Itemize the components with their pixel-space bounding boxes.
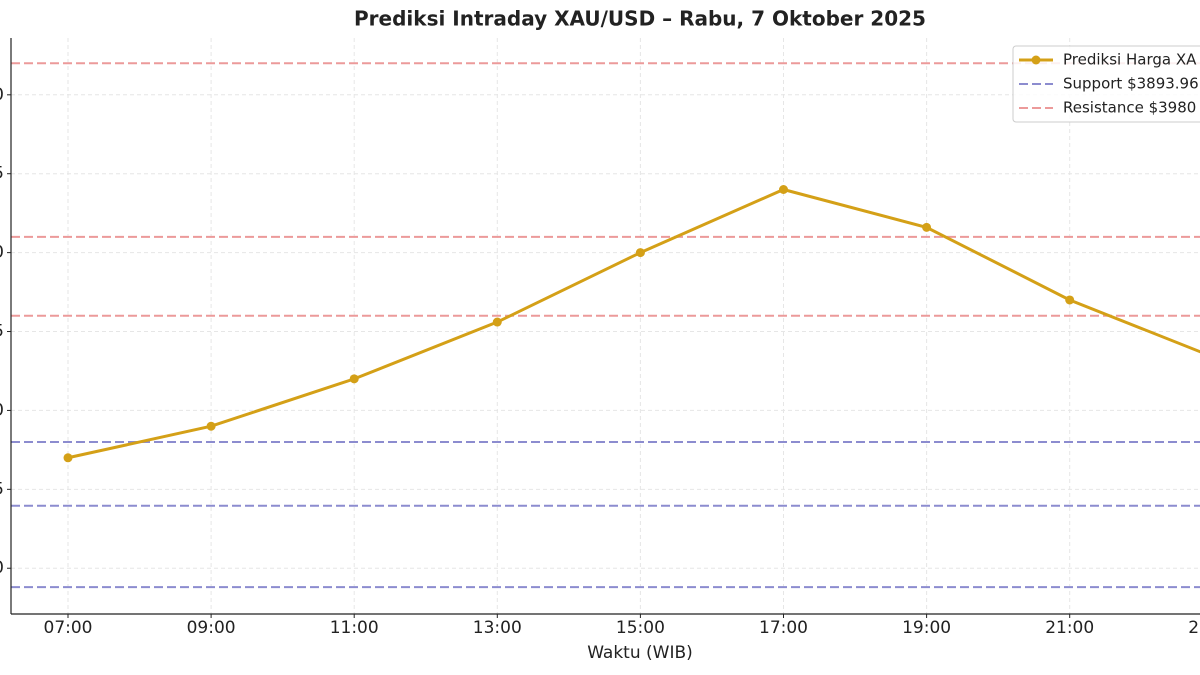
x-tick-label: 17:00: [759, 618, 808, 638]
price-point: [635, 248, 645, 258]
legend: Prediksi Harga XA Support $3893.96 Resista…: [1012, 45, 1200, 123]
price-point: [1065, 295, 1075, 305]
price-point: [349, 374, 359, 384]
price-point: [492, 317, 502, 327]
price-line: [67, 187, 1200, 460]
x-tick-label: 11:00: [330, 618, 379, 638]
y-tick-label: 3895: [0, 479, 4, 499]
x-tick-label: 23:00: [1188, 618, 1200, 638]
legend-marker: [1031, 55, 1041, 65]
x-tick-label: 21:00: [1045, 618, 1094, 638]
y-tick-label: 3905: [0, 322, 4, 342]
y-tick-label: 3920: [0, 85, 4, 105]
chart-title: Prediksi Intraday XAU/USD – Rabu, 7 Okto…: [354, 7, 926, 31]
legend-box: [1012, 45, 1200, 123]
price-point: [206, 421, 216, 431]
x-tick-label: 13:00: [473, 618, 522, 638]
x-tick-label: 19:00: [902, 618, 951, 638]
x-tick-label: 09:00: [187, 618, 236, 638]
x-tick-label: 15:00: [616, 618, 665, 638]
y-tick-label: 3915: [0, 164, 4, 184]
x-tick-label: 07:00: [44, 618, 93, 638]
legend-label: Resistance $3980: [1063, 99, 1196, 117]
y-tick-label: 3910: [0, 243, 4, 263]
y-tick-label: 3900: [0, 400, 4, 420]
legend-label: Prediksi Harga XA: [1063, 51, 1197, 69]
legend-label: Support $3893.96: [1063, 75, 1199, 93]
price-point: [779, 184, 788, 194]
price-point: [922, 222, 932, 232]
y-tick-label: 3890: [0, 558, 4, 578]
x-axis-label: Waktu (WIB): [587, 643, 693, 663]
price-point: [63, 453, 73, 463]
